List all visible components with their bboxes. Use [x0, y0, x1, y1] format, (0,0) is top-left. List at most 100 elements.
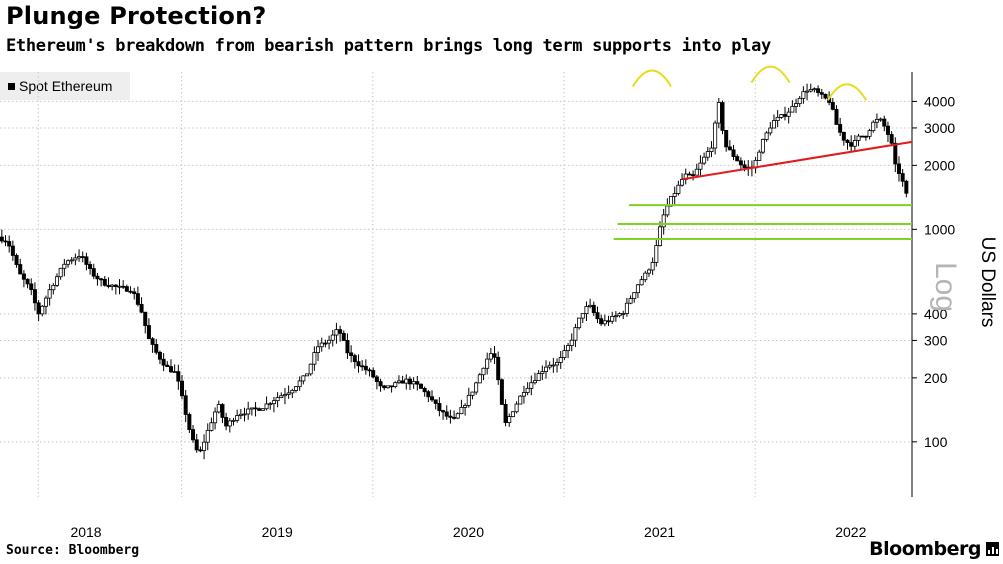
candle-body — [69, 259, 74, 262]
candle-body — [40, 305, 45, 315]
candle-body — [768, 127, 773, 134]
candle-body — [496, 356, 501, 381]
candle-body — [117, 285, 122, 288]
candle-body — [794, 103, 799, 107]
candle-body — [437, 403, 442, 412]
chart-subtitle: Ethereum's breakdown from bearish patter… — [6, 36, 771, 56]
candle-body — [128, 290, 133, 293]
candle-body — [146, 325, 151, 340]
candle-body — [786, 111, 791, 117]
candle-body — [492, 353, 497, 358]
candle-body — [691, 174, 696, 177]
candle-body — [95, 275, 100, 280]
candle-body — [801, 91, 806, 99]
candle-body — [628, 298, 633, 304]
candle-body — [536, 373, 541, 382]
candle-body — [10, 245, 15, 256]
scale-label: Log — [929, 262, 962, 312]
candle-body — [555, 361, 560, 366]
candle-body — [422, 387, 427, 393]
candle-body — [43, 297, 48, 307]
candle-body — [709, 147, 714, 152]
candle-body — [702, 156, 707, 164]
candle-body — [797, 97, 802, 105]
candle-body — [834, 108, 839, 125]
candle-body — [106, 284, 111, 287]
candle-body — [209, 422, 214, 431]
candle-body — [808, 89, 813, 92]
candle-body — [860, 135, 865, 138]
candle-body — [360, 365, 365, 368]
candle-body — [205, 429, 210, 443]
candle-body — [0, 236, 4, 242]
candle-body — [830, 102, 835, 110]
y-tick-label: 400 — [924, 306, 948, 322]
candle-body — [639, 279, 644, 286]
candle-body — [172, 371, 177, 374]
candle-body — [323, 342, 328, 345]
candle-body — [102, 278, 107, 286]
candle-body — [301, 375, 306, 382]
candle-body — [680, 179, 685, 186]
candle-body — [529, 382, 534, 389]
candle-body — [562, 350, 567, 358]
candle-body — [474, 382, 479, 393]
candle-body — [551, 364, 556, 367]
candle-body — [268, 403, 273, 406]
candle-body — [29, 283, 34, 291]
candle-body — [599, 318, 604, 325]
candle-body — [687, 173, 692, 176]
candle-body — [727, 146, 732, 151]
candle-body — [694, 168, 699, 176]
candle-body — [157, 351, 162, 360]
candle-body — [485, 358, 490, 369]
candle-body — [58, 267, 63, 278]
candle-body — [566, 345, 571, 352]
candle-body — [135, 293, 140, 305]
candle-body — [760, 139, 765, 153]
candle-body — [297, 380, 302, 388]
candle-body — [271, 400, 276, 405]
candle-body — [290, 389, 295, 394]
candle-body — [735, 156, 740, 162]
candle-body — [371, 370, 376, 378]
candle-body — [330, 334, 335, 341]
candle-body — [132, 291, 137, 295]
candle-body — [632, 292, 637, 300]
candle-body — [779, 114, 784, 118]
candle-body — [216, 404, 221, 413]
candle-body — [224, 417, 229, 427]
candle-body — [80, 256, 85, 258]
candle-body — [595, 312, 600, 320]
candle-body — [764, 132, 769, 140]
candle-body — [889, 134, 894, 144]
candle-body — [646, 269, 651, 274]
candle-body — [282, 394, 287, 397]
candle-body — [378, 381, 383, 387]
candle-body — [444, 411, 449, 417]
candle-body — [374, 376, 379, 382]
candle-body — [845, 139, 850, 143]
candle-body — [514, 403, 519, 413]
candle-body — [165, 364, 170, 367]
candle-body — [62, 263, 67, 269]
candle-body — [341, 332, 346, 341]
candle-body — [812, 88, 817, 91]
y-tick-label: 3000 — [924, 120, 955, 136]
candle-body — [84, 256, 89, 265]
candle-body — [54, 276, 59, 286]
candle-body — [21, 273, 26, 280]
x-tick-label: 2020 — [453, 524, 484, 540]
candle-body — [852, 140, 857, 147]
candle-body — [143, 311, 148, 326]
candle-body — [698, 162, 703, 170]
chart-title: Plunge Protection? — [6, 2, 267, 30]
candle-body — [580, 313, 585, 319]
candle-body — [441, 410, 446, 413]
candle-body — [724, 129, 729, 148]
candle-body — [246, 408, 251, 415]
candle-body — [525, 387, 530, 393]
candle-body — [345, 340, 350, 354]
candle-body — [319, 342, 324, 348]
